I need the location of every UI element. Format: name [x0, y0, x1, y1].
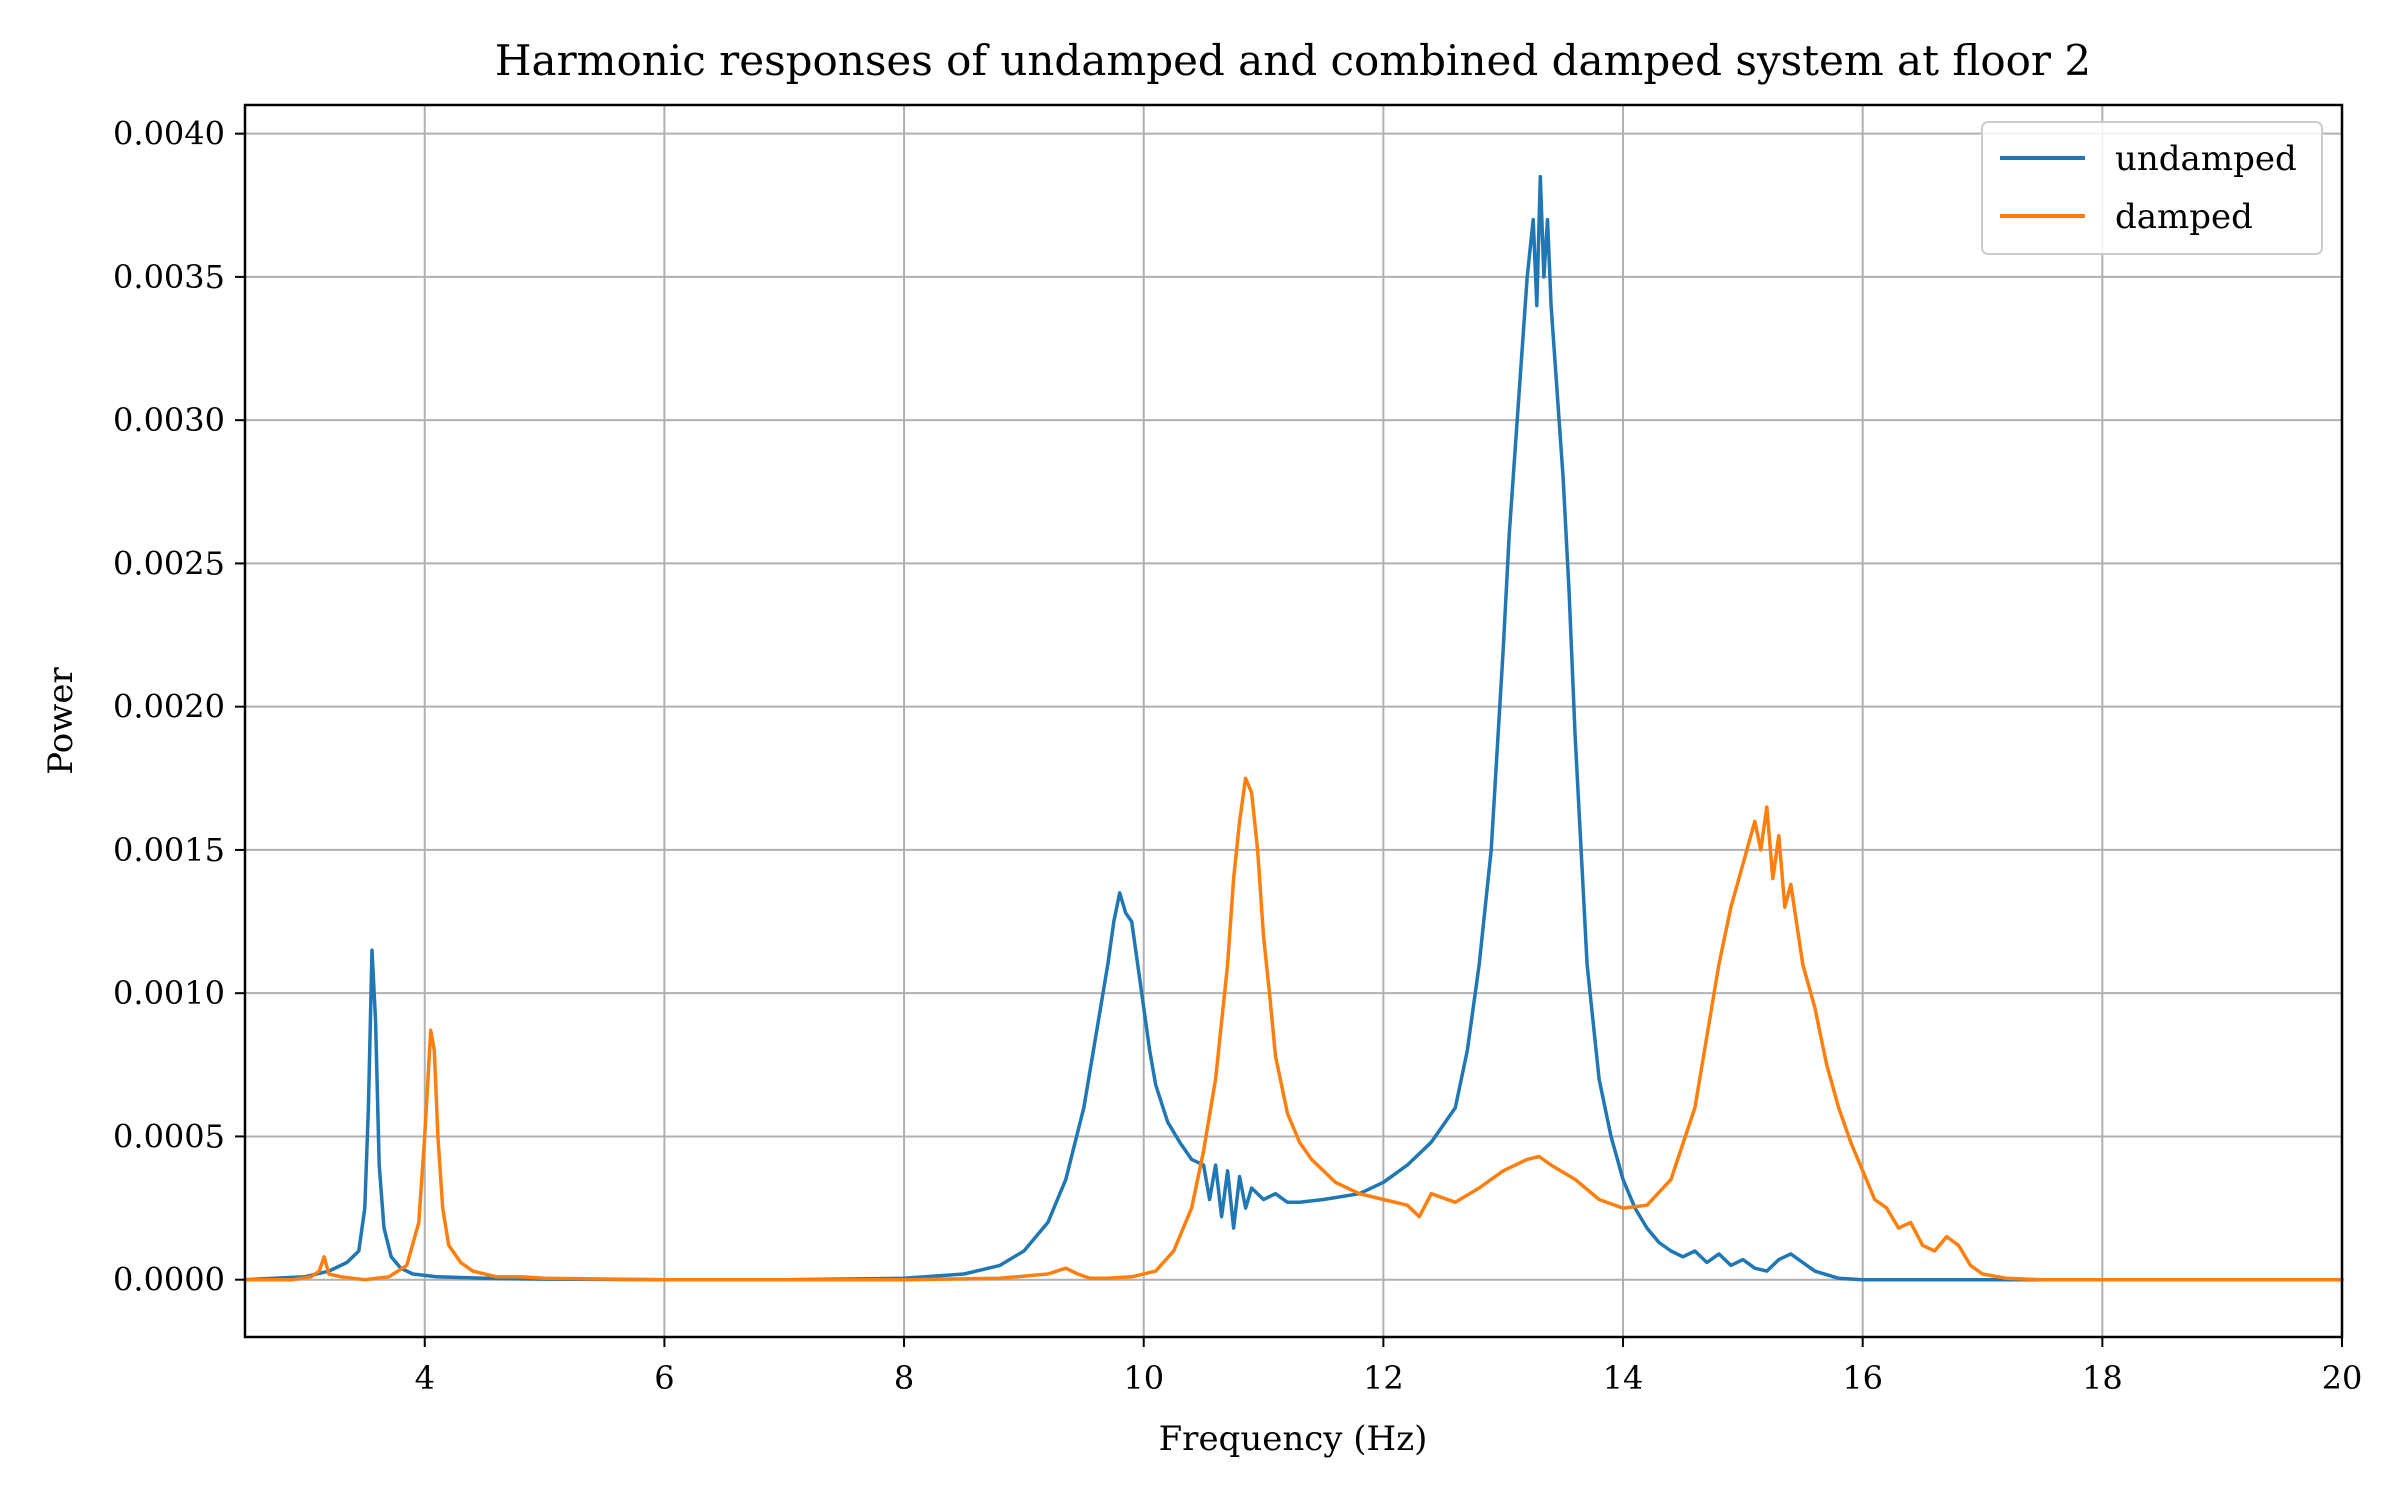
y-tick-label: 0.0035 [113, 258, 225, 296]
x-axis-label: Frequency (Hz) [1159, 1419, 1428, 1459]
series-line-undamped [243, 174, 2344, 1282]
y-tick-label: 0.0015 [113, 831, 225, 869]
y-axis-label: Power [41, 667, 81, 775]
y-tick-label: 0.0030 [113, 401, 225, 439]
grid-layer [245, 105, 2343, 1337]
y-tick-label: 0.0025 [113, 544, 225, 582]
x-tick-label: 14 [1603, 1359, 1644, 1397]
series-layer [243, 174, 2344, 1282]
x-tick-label: 20 [2322, 1359, 2363, 1397]
x-tick-label: 6 [654, 1359, 674, 1397]
x-tick-label: 16 [1842, 1359, 1883, 1397]
tick-layer: 4 6 8 10 12 14 16 18 20 0.0000 0.0005 0.0010 0.0015 0… [113, 115, 2362, 1397]
x-tick-label: 12 [1363, 1359, 1404, 1397]
x-tick-label: 4 [415, 1359, 435, 1397]
y-tick-label: 0.0040 [113, 115, 225, 153]
x-tick-label: 10 [1123, 1359, 1164, 1397]
y-tick-label: 0.0000 [113, 1261, 225, 1299]
y-tick-label: 0.0005 [113, 1117, 225, 1155]
plot-frame [243, 103, 2344, 1339]
legend-box [1981, 121, 2323, 255]
y-tick-label: 0.0010 [113, 974, 225, 1012]
y-tick-label: 0.0020 [113, 688, 225, 726]
legend-label-damped: damped [2115, 197, 2253, 237]
legend: undamped damped [1981, 121, 2323, 255]
legend-label-undamped: undamped [2115, 139, 2297, 179]
series-line-damped [243, 776, 2344, 1282]
x-tick-label: 8 [894, 1359, 914, 1397]
x-tick-label: 18 [2082, 1359, 2123, 1397]
chart-title: Harmonic responses of undamped and combi… [495, 36, 2091, 85]
